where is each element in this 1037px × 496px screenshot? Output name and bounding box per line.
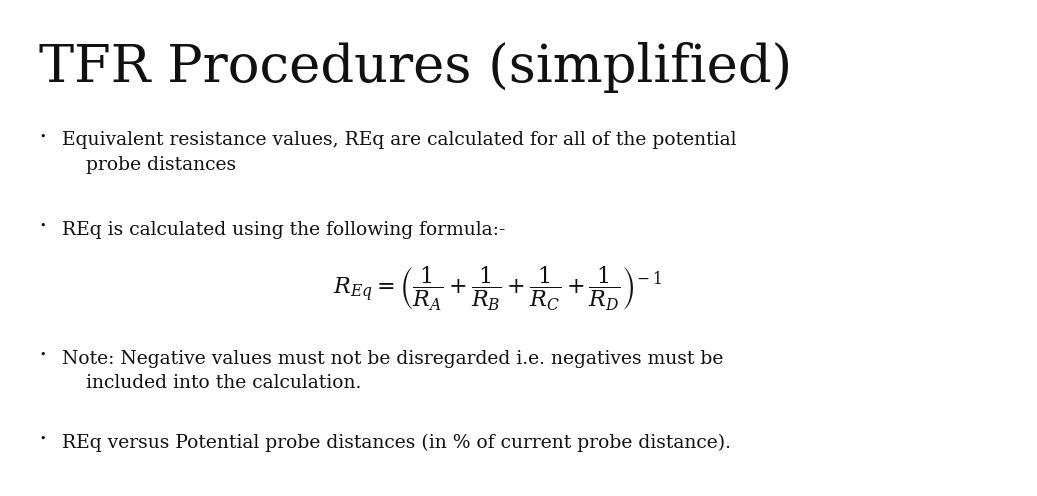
Text: •: • <box>39 131 46 141</box>
Text: $R_{Eq} = \left(\dfrac{1}{R_A} + \dfrac{1}{R_B} + \dfrac{1}{R_C} + \dfrac{1}{R_D: $R_{Eq} = \left(\dfrac{1}{R_A} + \dfrac{… <box>333 264 663 311</box>
Text: •: • <box>39 350 46 360</box>
Text: TFR Procedures (simplified): TFR Procedures (simplified) <box>39 42 792 93</box>
Text: Equivalent resistance values, REq are calculated for all of the potential
    pr: Equivalent resistance values, REq are ca… <box>62 131 736 174</box>
Text: •: • <box>39 221 46 231</box>
Text: •: • <box>39 434 46 444</box>
Text: Note: Negative values must not be disregarded i.e. negatives must be
    include: Note: Negative values must not be disreg… <box>62 350 724 392</box>
Text: REq is calculated using the following formula:-: REq is calculated using the following fo… <box>62 221 506 239</box>
Text: REq versus Potential probe distances (in % of current probe distance).: REq versus Potential probe distances (in… <box>62 434 731 452</box>
